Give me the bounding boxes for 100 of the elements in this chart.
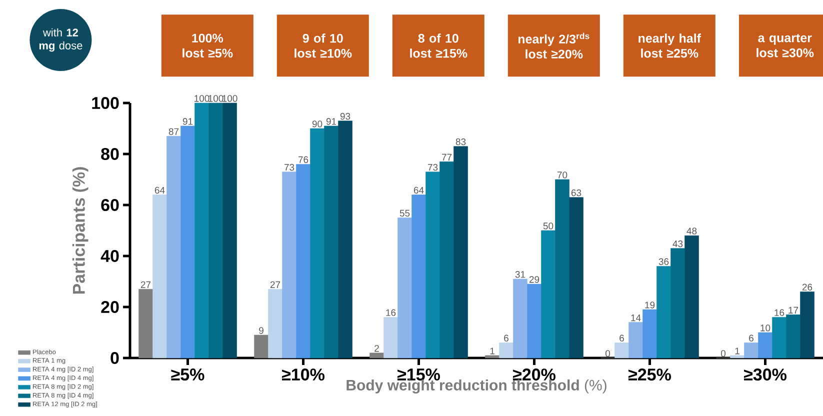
bar	[254, 334, 268, 358]
y-tick-label: 0	[110, 352, 119, 364]
data-label: 16	[774, 309, 784, 316]
bar	[569, 197, 584, 358]
bar	[282, 172, 296, 358]
data-label: 10	[760, 324, 770, 332]
bar	[772, 317, 786, 358]
bar	[555, 179, 570, 358]
bar	[800, 292, 814, 358]
data-label: 48	[686, 228, 697, 234]
data-label: 64	[154, 186, 165, 194]
y-tick-label: 80	[101, 148, 119, 160]
x-tick-label: ≥15%	[397, 368, 440, 381]
bar	[324, 126, 338, 358]
data-label: 83	[456, 138, 466, 146]
data-label: 27	[140, 281, 151, 288]
y-tick-label: 100	[92, 96, 119, 110]
bar	[194, 102, 209, 358]
data-label: 55	[400, 210, 410, 217]
y-tick-label: 20	[101, 300, 119, 314]
data-label: 36	[658, 258, 669, 265]
text: nearly half lost ≥25%	[638, 34, 702, 58]
bar	[268, 289, 282, 358]
data-label: 6	[749, 334, 754, 342]
bar	[541, 230, 556, 358]
text: 8 of 10 lost ≥15%	[410, 34, 468, 58]
bar	[166, 136, 181, 358]
bar	[656, 266, 671, 358]
bar	[384, 317, 398, 358]
bar	[180, 126, 195, 358]
bar	[758, 332, 772, 358]
data-label: 100	[208, 95, 224, 102]
data-label: 2	[374, 345, 379, 352]
data-label: 100	[194, 95, 210, 102]
data-label: 1	[735, 348, 740, 354]
bar	[440, 162, 454, 358]
bar	[744, 342, 758, 358]
x-tick-label: ≥10%	[282, 368, 324, 381]
bar	[485, 355, 500, 358]
text: nearly 2/3$^{rds}$ lost ≥20%	[518, 32, 590, 59]
data-label: 29	[529, 276, 540, 283]
bar	[152, 194, 167, 358]
bar	[412, 194, 426, 358]
data-label: 73	[284, 164, 294, 171]
bar	[628, 322, 643, 358]
text: 100% lost ≥5%	[182, 34, 233, 58]
data-label: 31	[515, 271, 526, 278]
data-label: 16	[386, 309, 396, 316]
data-label: 64	[414, 186, 424, 194]
data-label: 26	[802, 284, 812, 290]
data-label: 77	[442, 154, 452, 160]
data-label: 91	[326, 118, 336, 125]
data-label: 0	[720, 350, 726, 357]
bar	[222, 102, 237, 358]
data-label: 1	[490, 348, 494, 354]
bar	[527, 284, 542, 358]
bar	[426, 172, 440, 358]
x-tick-label: ≥20%	[512, 368, 556, 381]
x-tick-label: ≥25%	[628, 368, 671, 381]
text: a quarter lost ≥30%	[756, 34, 814, 58]
bar	[370, 352, 384, 358]
bar	[310, 128, 324, 358]
bar	[208, 102, 223, 358]
data-label: 43	[672, 240, 683, 248]
bar	[338, 120, 352, 358]
text: with 12 mg dose	[39, 28, 82, 52]
data-label: 76	[298, 156, 308, 164]
data-label: 6	[504, 334, 508, 342]
data-label: 91	[182, 118, 193, 125]
bar	[499, 342, 514, 358]
bar	[296, 164, 310, 358]
bar	[513, 278, 528, 358]
y-axis-title: Participants (%)	[72, 167, 88, 294]
data-label: 90	[312, 120, 322, 128]
bar	[670, 248, 685, 358]
data-label: 63	[571, 189, 582, 196]
data-label: 93	[340, 112, 350, 120]
bar	[684, 235, 699, 358]
data-label: 87	[168, 128, 179, 135]
data-label: 19	[645, 302, 655, 308]
data-label: 17	[788, 306, 798, 314]
data-label: 70	[557, 172, 568, 178]
data-label: 6	[620, 334, 624, 342]
y-tick-label: 60	[101, 198, 119, 212]
x-axis-title: Body weight reduction threshold (%)	[346, 379, 606, 394]
data-label: 100	[222, 95, 238, 102]
data-label: 0	[605, 350, 610, 357]
bar	[786, 314, 800, 358]
x-tick-label: ≥30%	[744, 368, 786, 381]
data-label: 73	[428, 164, 438, 171]
bar	[642, 309, 657, 358]
data-label: 9	[259, 327, 264, 334]
bar	[730, 355, 744, 358]
text: 9 of 10 lost ≥10%	[294, 34, 352, 58]
bar	[454, 146, 468, 358]
bar	[398, 218, 412, 358]
data-label: 14	[631, 314, 641, 322]
data-label: 50	[543, 222, 554, 230]
bar	[138, 289, 153, 358]
bar	[614, 342, 629, 358]
